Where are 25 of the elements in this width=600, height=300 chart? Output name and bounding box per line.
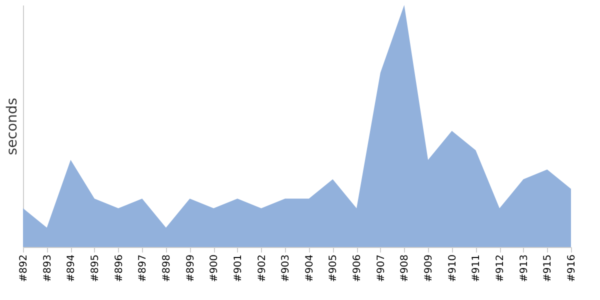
x-tick-label: #905 [328,254,340,282]
x-tick-label: #907 [376,254,387,282]
x-tick-label: #899 [185,254,196,282]
x-tick-label: #906 [352,254,364,282]
x-tick-label: #903 [280,254,292,282]
x-tick-label: #911 [471,254,482,282]
x-tick-label: #915 [542,254,554,282]
x-tick-label: #894 [66,254,78,282]
x-tick-label: #916 [566,254,578,282]
x-tick-label: #893 [42,254,54,282]
x-tick-label: #900 [209,254,220,282]
x-tick-label: #897 [138,254,149,282]
x-tick-label: #913 [518,254,530,282]
x-tick-label: #896 [114,254,125,282]
x-tick-label: #910 [447,254,458,282]
x-tick-label: #901 [232,254,244,282]
x-tick-label: #909 [424,254,435,282]
x-tick-label: #895 [90,254,101,282]
x-tick-label: #892 [18,254,30,282]
x-tick-label: #898 [161,254,172,282]
x-tick-label: #908 [400,254,411,282]
x-tick-label: #904 [304,254,316,282]
y-axis-title: seconds [4,98,20,156]
x-tick-label: #902 [256,254,268,282]
x-tick-label: #912 [495,254,506,282]
